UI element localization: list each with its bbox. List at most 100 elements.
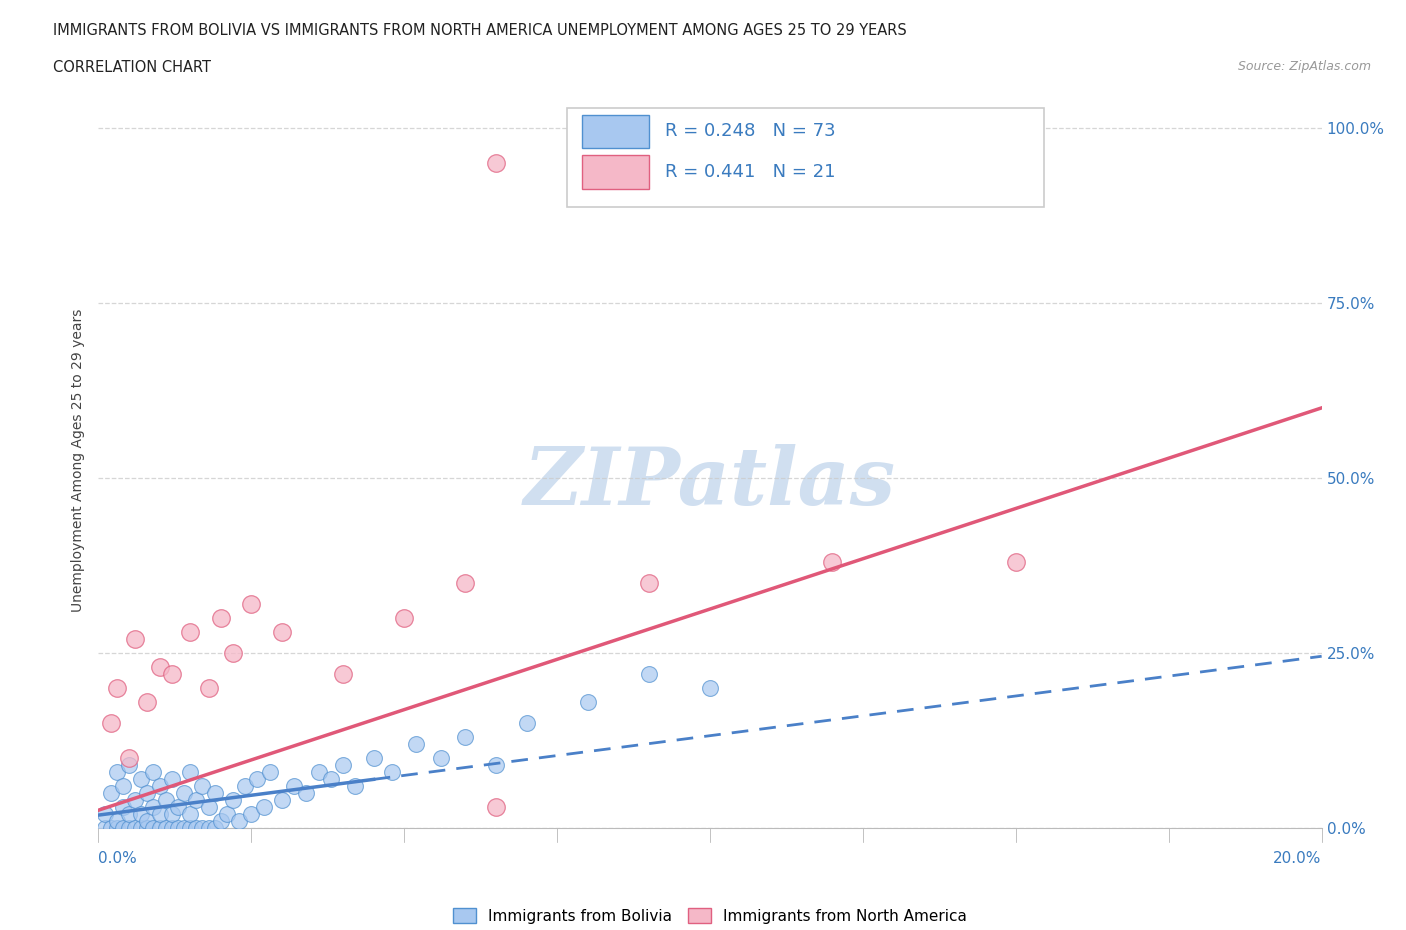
- Point: [173, 820, 195, 835]
- Point: [111, 778, 134, 793]
- Point: [363, 751, 385, 765]
- Point: [118, 757, 141, 772]
- Point: [485, 799, 508, 814]
- Point: [430, 751, 453, 765]
- Point: [319, 771, 342, 786]
- Point: [93, 806, 115, 821]
- Point: [392, 610, 416, 625]
- Point: [246, 771, 269, 786]
- Point: [136, 785, 159, 800]
- Point: [270, 792, 292, 807]
- Point: [160, 666, 183, 681]
- Point: [637, 576, 661, 591]
- Point: [197, 681, 219, 696]
- Point: [405, 737, 427, 751]
- Point: [191, 820, 214, 835]
- Point: [186, 820, 208, 835]
- Point: [100, 785, 122, 800]
- Point: [105, 813, 128, 828]
- Point: [111, 799, 134, 814]
- Point: [332, 666, 354, 681]
- Point: [124, 792, 146, 807]
- Point: [179, 624, 201, 639]
- Point: [155, 792, 177, 807]
- Point: [124, 820, 146, 835]
- Point: [167, 799, 190, 814]
- Point: [222, 645, 245, 660]
- Text: ZIPatlas: ZIPatlas: [524, 444, 896, 521]
- Point: [149, 806, 172, 821]
- Bar: [582, 115, 648, 148]
- Point: [821, 554, 844, 569]
- Point: [344, 778, 367, 793]
- Point: [516, 715, 538, 730]
- Point: [295, 785, 318, 800]
- Point: [173, 785, 195, 800]
- Point: [197, 799, 219, 814]
- Point: [222, 792, 245, 807]
- Point: [197, 820, 219, 835]
- Point: [179, 820, 201, 835]
- Point: [167, 820, 190, 835]
- Point: [308, 764, 330, 779]
- Text: IMMIGRANTS FROM BOLIVIA VS IMMIGRANTS FROM NORTH AMERICA UNEMPLOYMENT AMONG AGES: IMMIGRANTS FROM BOLIVIA VS IMMIGRANTS FR…: [53, 23, 907, 38]
- FancyBboxPatch shape: [567, 108, 1045, 206]
- Point: [118, 806, 141, 821]
- Point: [252, 799, 274, 814]
- Point: [142, 764, 165, 779]
- Point: [454, 729, 477, 744]
- Point: [191, 778, 214, 793]
- Point: [149, 820, 172, 835]
- Point: [160, 771, 183, 786]
- Point: [118, 820, 141, 835]
- Point: [215, 806, 238, 821]
- Point: [124, 631, 146, 646]
- Point: [129, 820, 152, 835]
- Point: [259, 764, 281, 779]
- Text: CORRELATION CHART: CORRELATION CHART: [53, 60, 211, 75]
- Point: [105, 820, 128, 835]
- Point: [240, 596, 263, 611]
- Point: [186, 792, 208, 807]
- Point: [699, 681, 721, 696]
- Point: [149, 659, 172, 674]
- Point: [129, 771, 152, 786]
- Point: [637, 666, 661, 681]
- Point: [129, 806, 152, 821]
- Point: [1004, 554, 1026, 569]
- Point: [118, 751, 141, 765]
- Point: [93, 820, 115, 835]
- Point: [228, 813, 250, 828]
- Point: [209, 813, 232, 828]
- Point: [100, 820, 122, 835]
- Point: [381, 764, 404, 779]
- Point: [100, 715, 122, 730]
- Point: [136, 695, 159, 710]
- Point: [179, 806, 201, 821]
- Point: [142, 820, 165, 835]
- Legend: Immigrants from Bolivia, Immigrants from North America: Immigrants from Bolivia, Immigrants from…: [447, 901, 973, 930]
- Text: Source: ZipAtlas.com: Source: ZipAtlas.com: [1237, 60, 1371, 73]
- Point: [136, 820, 159, 835]
- Text: 20.0%: 20.0%: [1274, 851, 1322, 866]
- Point: [142, 799, 165, 814]
- Point: [485, 757, 508, 772]
- Point: [155, 820, 177, 835]
- Point: [160, 806, 183, 821]
- Point: [332, 757, 354, 772]
- Point: [105, 764, 128, 779]
- Point: [283, 778, 305, 793]
- Point: [576, 695, 599, 710]
- Y-axis label: Unemployment Among Ages 25 to 29 years: Unemployment Among Ages 25 to 29 years: [70, 309, 84, 612]
- Point: [149, 778, 172, 793]
- Point: [204, 820, 226, 835]
- Bar: [582, 155, 648, 189]
- Text: R = 0.441   N = 21: R = 0.441 N = 21: [665, 163, 835, 180]
- Point: [105, 681, 128, 696]
- Point: [454, 576, 477, 591]
- Point: [240, 806, 263, 821]
- Point: [204, 785, 226, 800]
- Point: [485, 155, 508, 170]
- Text: R = 0.248   N = 73: R = 0.248 N = 73: [665, 122, 835, 140]
- Point: [160, 820, 183, 835]
